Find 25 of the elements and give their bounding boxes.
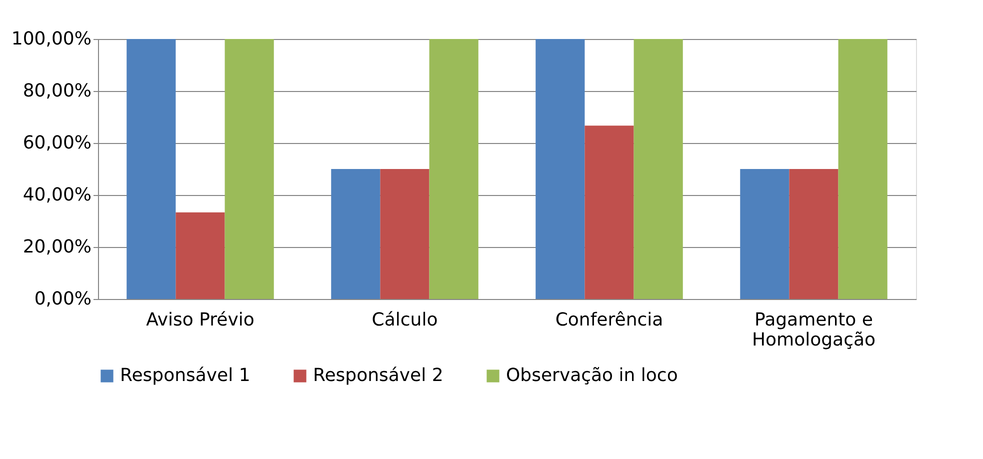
bar	[176, 212, 225, 299]
bar	[838, 39, 888, 299]
bar	[224, 39, 274, 299]
legend-label: Observação in loco	[506, 365, 678, 386]
y-tick-label: 100,00%	[11, 28, 92, 50]
legend-label: Responsável 1	[120, 365, 250, 386]
bar	[429, 39, 478, 299]
y-tick-label: 0,00%	[34, 288, 92, 310]
bar	[126, 39, 176, 299]
x-tick-label: Aviso Prévio	[146, 310, 254, 330]
bar	[634, 39, 683, 299]
bar	[789, 169, 838, 299]
x-tick-label: Cálculo	[372, 310, 438, 330]
bar	[584, 126, 634, 299]
bar	[331, 169, 380, 299]
x-tick-label: Pagamento e Homologação	[752, 310, 876, 350]
bar	[536, 39, 585, 299]
bar	[380, 169, 430, 299]
y-tick-label: 20,00%	[22, 236, 92, 258]
bar	[740, 169, 790, 299]
y-tick-label: 60,00%	[22, 132, 92, 154]
legend-label: Responsável 2	[313, 365, 444, 386]
x-tick-label: Conferência	[555, 310, 664, 330]
y-tick-label: 40,00%	[22, 184, 92, 206]
y-tick-label: 80,00%	[22, 80, 92, 102]
